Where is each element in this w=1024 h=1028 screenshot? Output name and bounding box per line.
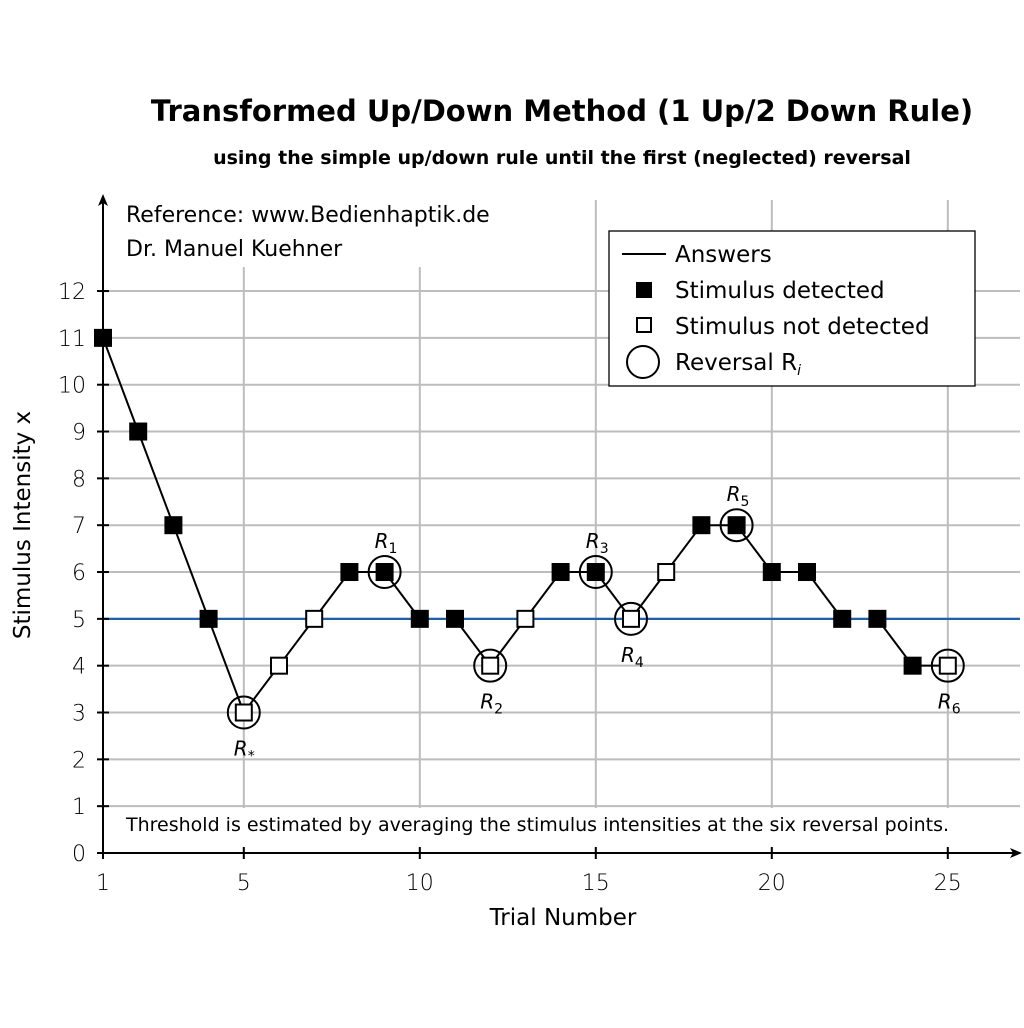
y-tick-label: 5	[72, 608, 86, 633]
x-tick-label: 25	[934, 871, 962, 896]
reversal-circle	[226, 695, 261, 730]
legend-not-detected: Stimulus not detected	[675, 314, 930, 340]
reference-text: Reference: www.Bedienhaptik.de	[126, 203, 490, 228]
point-detected	[446, 609, 464, 628]
point-detected	[199, 609, 218, 628]
point-detected	[762, 563, 781, 582]
x-tick-label: 5	[237, 871, 251, 896]
legend-circle-icon	[626, 345, 660, 379]
x-axis-label: Trial Number	[489, 905, 637, 931]
y-tick-label: 0	[72, 842, 86, 867]
legend-answers: Answers	[675, 242, 772, 268]
y-tick-label: 6	[72, 561, 86, 586]
point-detected	[164, 516, 183, 535]
reversal-label: R4	[621, 643, 644, 671]
data-markers: R* R1 R2 R3 R4 R5 R6	[94, 328, 965, 765]
point-detected	[586, 563, 605, 582]
reversal-label: R1	[375, 529, 398, 557]
y-tick-label: 8	[72, 467, 86, 492]
point-detected	[798, 563, 816, 582]
annotation-background	[112, 195, 552, 267]
point-not-detected	[270, 656, 288, 675]
x-tick-label: 1	[96, 871, 110, 896]
y-tick-label: 3	[72, 702, 86, 727]
reversal-label: R6	[938, 690, 961, 718]
point-not-detected	[305, 609, 324, 628]
reversal-label: R3	[586, 529, 609, 557]
y-tick-label: 4	[72, 655, 86, 680]
y-tick-label: 1	[72, 795, 86, 820]
reversal-circle	[578, 555, 613, 590]
x-tick-label: 15	[582, 871, 610, 896]
point-not-detected	[657, 563, 676, 582]
chart-title: Transformed Up/Down Method (1 Up/2 Down …	[151, 94, 973, 128]
point-not-detected	[938, 656, 957, 675]
answer-line-segment	[454, 524, 843, 668]
point-detected	[868, 609, 887, 628]
reversal-label: R5	[727, 482, 750, 510]
point-detected	[129, 422, 148, 441]
legend-detected: Stimulus detected	[675, 278, 885, 304]
y-axis-arrow-icon	[98, 194, 108, 206]
author-text: Dr. Manuel Kuehner	[126, 237, 343, 262]
point-not-detected	[234, 703, 253, 722]
x-tick-label: 20	[758, 871, 786, 896]
point-detected	[727, 516, 746, 535]
point-detected	[903, 656, 922, 675]
answer-line-segment	[102, 337, 421, 715]
point-not-detected	[622, 609, 640, 628]
x-axis-arrow-icon	[1010, 848, 1022, 858]
point-detected	[410, 609, 429, 628]
threshold-note: Threshold is estimated by averaging the …	[125, 814, 949, 836]
legend-filled-square-icon	[636, 282, 652, 298]
point-not-detected	[516, 609, 535, 628]
y-tick-label: 11	[58, 327, 86, 352]
x-tick-label: 10	[406, 871, 434, 896]
y-tick-label: 7	[72, 514, 86, 539]
note-background	[112, 808, 1022, 848]
reversal-circle	[473, 648, 508, 683]
legend-open-square-icon	[636, 317, 652, 333]
point-not-detected	[481, 656, 500, 675]
y-tick-label: 9	[72, 421, 86, 446]
legend: Answers Stimulus detected Stimulus not d…	[608, 230, 976, 387]
chart-subtitle: using the simple up/down rule until the …	[213, 147, 911, 169]
y-tick-label: 10	[58, 374, 86, 399]
point-detected	[833, 609, 852, 628]
y-tick-label: 2	[72, 748, 86, 773]
reversal-circle	[614, 601, 648, 636]
point-detected	[692, 516, 711, 535]
point-detected	[340, 563, 359, 582]
y-axis-label: Stimulus Intensity x	[10, 411, 36, 639]
point-detected	[375, 563, 394, 582]
reversal-circle	[719, 508, 754, 543]
point-detected	[94, 328, 112, 347]
reversal-label: R2	[480, 690, 503, 718]
reversal-circle	[367, 555, 402, 590]
legend-reversal: Reversal Ri	[675, 350, 801, 379]
reversal-circle	[930, 648, 965, 683]
reversal-label: R*	[234, 737, 255, 765]
y-tick-label: 12	[58, 280, 86, 305]
point-detected	[551, 563, 570, 582]
